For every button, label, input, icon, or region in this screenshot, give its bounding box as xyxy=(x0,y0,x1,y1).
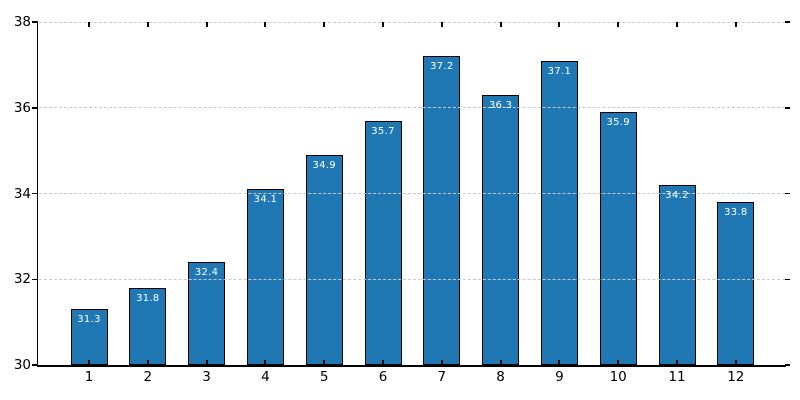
y-tick-label: 34 xyxy=(13,185,31,202)
x-axis-tick-bottom xyxy=(499,360,502,365)
y-axis-tick-right xyxy=(785,278,790,280)
x-axis-tick-top xyxy=(88,22,90,27)
y-axis-tick-left xyxy=(31,364,38,366)
x-axis-tick-top xyxy=(734,22,737,27)
gridline-y36 xyxy=(39,107,785,109)
bar-value-label: 31.8 xyxy=(136,292,160,304)
x-axis-tick-top xyxy=(146,22,149,27)
bar-value-label: 37.2 xyxy=(430,61,454,73)
x-axis-tick-bottom xyxy=(88,360,90,365)
bar-month-2 xyxy=(129,287,167,365)
bar-value-label: 34.1 xyxy=(253,194,278,206)
x-tick-label: 8 xyxy=(496,369,505,385)
y-tick-label: 38 xyxy=(13,14,31,30)
bar-value-label: 31.3 xyxy=(77,314,101,326)
bar-month-9 xyxy=(540,60,578,365)
bar-month-12 xyxy=(717,202,755,365)
bar-month-6 xyxy=(364,120,402,365)
x-tick-label: 7 xyxy=(437,369,447,385)
x-tick-label: 1 xyxy=(84,369,94,385)
bar-month-5 xyxy=(305,154,343,365)
x-tick-label: 3 xyxy=(202,369,211,385)
bar-value-label: 36.3 xyxy=(488,99,513,111)
x-axis-tick-top xyxy=(499,22,502,27)
x-tick-label: 6 xyxy=(378,369,388,385)
x-tick-label: 2 xyxy=(143,369,153,385)
x-tick-label: 12 xyxy=(727,369,745,385)
y-axis-spine xyxy=(36,22,38,367)
y-tick-label: 30 xyxy=(13,357,31,373)
y-axis-tick-right xyxy=(785,21,790,23)
x-axis-spine xyxy=(36,365,786,367)
x-axis-tick-bottom xyxy=(617,360,620,365)
gridline-y32 xyxy=(39,278,785,280)
x-axis-tick-top xyxy=(264,22,267,27)
x-axis-tick-top xyxy=(440,22,443,27)
bar-value-label: 34.9 xyxy=(312,159,336,171)
x-tick-label: 4 xyxy=(261,369,270,385)
x-axis-tick-bottom xyxy=(676,360,678,365)
bar-value-label: 35.7 xyxy=(371,125,395,137)
x-axis-tick-bottom xyxy=(264,360,267,365)
bar-value-label: 32.4 xyxy=(194,267,219,279)
bar-value-label: 34.2 xyxy=(665,189,689,201)
x-axis-tick-bottom xyxy=(382,360,384,365)
x-axis-tick-top xyxy=(617,22,620,27)
x-axis-tick-top xyxy=(205,22,208,27)
x-axis-tick-bottom xyxy=(440,360,443,365)
bar-month-4 xyxy=(246,189,284,365)
bar-value-label: 37.1 xyxy=(547,65,572,77)
x-axis-tick-bottom xyxy=(205,360,208,365)
y-axis-tick-left xyxy=(31,107,38,109)
y-tick-label: 32 xyxy=(13,271,31,288)
x-axis-tick-top xyxy=(558,22,561,27)
y-axis-tick-right xyxy=(785,107,790,109)
y-axis-tick-left xyxy=(31,278,38,280)
x-tick-label: 9 xyxy=(555,369,564,385)
y-axis-tick-left xyxy=(31,192,38,195)
gridline-y34 xyxy=(39,193,785,194)
x-axis-tick-bottom xyxy=(734,360,737,365)
x-axis-tick-bottom xyxy=(146,360,149,365)
bar-value-label: 35.9 xyxy=(606,117,630,129)
x-tick-label: 11 xyxy=(668,369,686,385)
x-axis-tick-top xyxy=(323,22,326,27)
bar-month-11 xyxy=(658,184,696,365)
y-tick-label: 36 xyxy=(13,99,31,116)
bar-month-8 xyxy=(482,94,520,365)
bar-value-label: 33.8 xyxy=(724,207,748,219)
bar-month-10 xyxy=(599,112,637,365)
x-tick-label: 10 xyxy=(609,369,627,385)
x-tick-label: 5 xyxy=(319,369,329,385)
bar-month-7 xyxy=(423,56,461,365)
y-axis-tick-left xyxy=(31,21,38,23)
y-axis-tick-right xyxy=(785,364,790,366)
gridline-y38 xyxy=(39,21,785,23)
x-axis-tick-bottom xyxy=(558,360,561,365)
y-axis-tick-right xyxy=(785,192,790,195)
x-axis-tick-bottom xyxy=(323,360,326,365)
x-axis-tick-top xyxy=(676,22,678,27)
x-axis-tick-top xyxy=(382,22,384,27)
